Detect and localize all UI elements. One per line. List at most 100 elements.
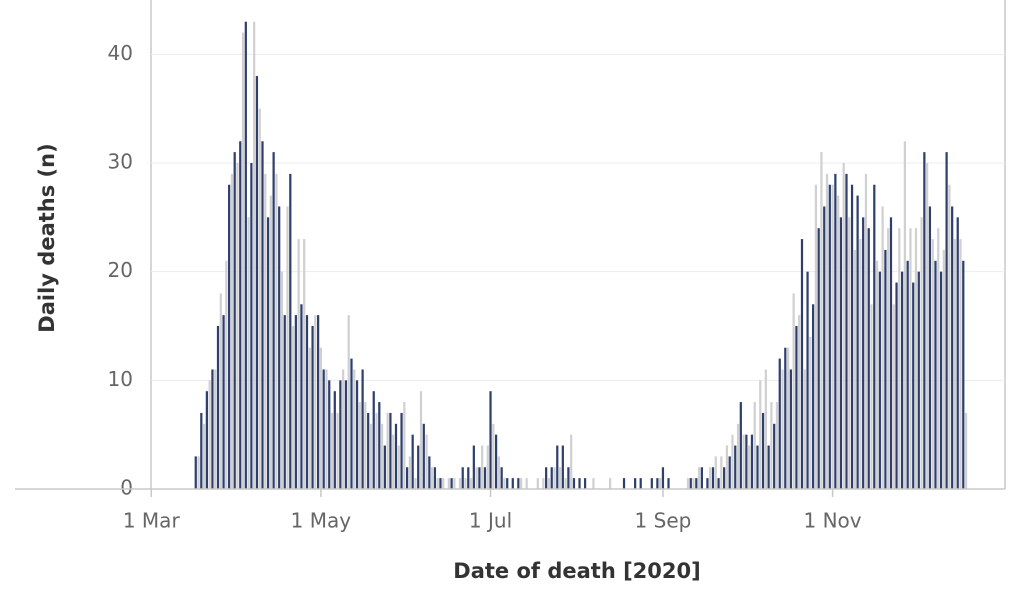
bar bbox=[350, 358, 353, 489]
bar bbox=[842, 163, 845, 489]
bar bbox=[336, 412, 339, 489]
bar bbox=[353, 369, 356, 489]
bar bbox=[422, 423, 425, 489]
bar bbox=[478, 467, 481, 489]
bar bbox=[837, 195, 840, 489]
bar bbox=[839, 217, 843, 490]
bar bbox=[784, 347, 787, 489]
bar bbox=[928, 206, 932, 489]
bar bbox=[442, 478, 445, 489]
bar bbox=[419, 391, 423, 489]
bar bbox=[200, 412, 203, 489]
bar bbox=[931, 239, 934, 489]
bar bbox=[494, 434, 498, 489]
bar bbox=[428, 456, 431, 489]
bar bbox=[361, 369, 364, 489]
bar bbox=[497, 456, 500, 489]
bar bbox=[770, 402, 773, 489]
bar bbox=[486, 445, 489, 489]
bar bbox=[942, 249, 945, 489]
bar bbox=[937, 228, 940, 489]
bar bbox=[216, 326, 220, 489]
bar bbox=[570, 434, 573, 489]
bar bbox=[380, 423, 384, 489]
bar bbox=[828, 184, 831, 489]
bar bbox=[545, 467, 548, 489]
bar bbox=[214, 369, 217, 489]
bar bbox=[208, 380, 211, 489]
bar bbox=[308, 347, 311, 489]
bar bbox=[375, 412, 378, 489]
bar bbox=[873, 184, 876, 489]
bar bbox=[700, 467, 703, 489]
bar bbox=[639, 478, 642, 489]
bar bbox=[795, 326, 798, 489]
bar bbox=[558, 467, 562, 489]
bar bbox=[934, 260, 937, 489]
bar bbox=[567, 467, 570, 489]
bar bbox=[289, 173, 292, 489]
bar bbox=[269, 195, 272, 489]
x-tick-label: 1 May bbox=[291, 509, 352, 533]
bar bbox=[333, 391, 336, 489]
bar bbox=[773, 423, 776, 489]
bar bbox=[889, 217, 893, 490]
bar bbox=[317, 315, 320, 489]
bar bbox=[912, 282, 915, 489]
bar bbox=[745, 434, 748, 489]
bar bbox=[319, 347, 323, 489]
bar bbox=[806, 271, 809, 489]
bar bbox=[956, 217, 959, 490]
bar bbox=[892, 304, 895, 489]
bar bbox=[431, 467, 434, 489]
bar bbox=[592, 478, 595, 489]
bar bbox=[959, 239, 962, 489]
bar bbox=[667, 478, 670, 489]
bar bbox=[239, 141, 242, 489]
bar bbox=[689, 478, 692, 489]
bar bbox=[355, 380, 359, 489]
bar bbox=[561, 445, 564, 489]
bar bbox=[923, 152, 926, 489]
bar bbox=[814, 184, 818, 489]
bar bbox=[706, 478, 709, 489]
bar bbox=[525, 478, 528, 489]
bar bbox=[467, 467, 470, 489]
bar bbox=[761, 412, 765, 489]
bar bbox=[848, 217, 851, 490]
bar bbox=[500, 467, 503, 489]
bar bbox=[862, 217, 865, 490]
bar bbox=[386, 412, 389, 489]
bar bbox=[344, 380, 348, 489]
x-tick-label: 1 Jul bbox=[469, 509, 512, 533]
bar bbox=[884, 249, 887, 489]
bar bbox=[300, 304, 303, 489]
bar bbox=[389, 412, 392, 489]
bar bbox=[305, 315, 309, 489]
bar bbox=[272, 152, 275, 489]
bar bbox=[481, 445, 484, 489]
bar bbox=[397, 445, 400, 489]
bar bbox=[823, 206, 826, 489]
bar bbox=[686, 478, 690, 489]
bar bbox=[717, 478, 720, 489]
bar bbox=[492, 423, 495, 489]
bar bbox=[845, 173, 848, 489]
x-axis-title: Date of death [2020] bbox=[453, 559, 700, 583]
bar bbox=[489, 391, 492, 489]
bar bbox=[392, 434, 395, 489]
bar bbox=[767, 445, 770, 489]
bar bbox=[503, 478, 506, 489]
bar bbox=[939, 271, 943, 489]
bar bbox=[878, 271, 881, 489]
bar bbox=[914, 228, 918, 489]
bar bbox=[266, 217, 270, 490]
bar bbox=[898, 228, 901, 489]
bar bbox=[236, 163, 239, 489]
bar bbox=[258, 108, 261, 490]
bar bbox=[917, 271, 920, 489]
bar bbox=[786, 347, 790, 489]
bar bbox=[962, 260, 965, 489]
bar bbox=[278, 206, 281, 489]
